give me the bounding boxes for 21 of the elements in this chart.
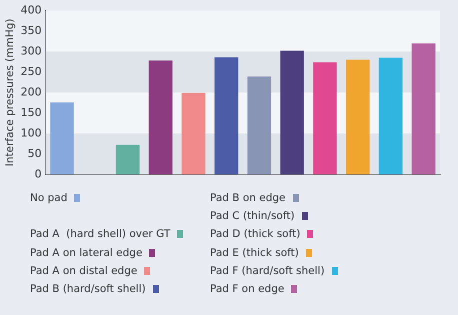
y-tick-label: 300 [20, 44, 42, 58]
legend-label: No pad [30, 192, 68, 204]
y-tick-label: 0 [34, 167, 42, 180]
y-tick-label: 100 [20, 126, 42, 140]
y-tick-label: 150 [20, 106, 42, 119]
legend-label: Pad B (hard/soft shell) [30, 283, 146, 296]
y-axis-title: Interface pressures (mmHg) [4, 18, 16, 166]
legend-label: Pad A on lateral edge [30, 246, 142, 259]
legend-label: Pad F on edge [210, 283, 284, 296]
legend-label: Pad B on edge [210, 192, 286, 204]
legend-label: Pad F (hard/soft shell) [210, 264, 325, 277]
legend-label: Pad A (hard shell) over GT [30, 228, 170, 240]
y-tick-label: 350 [20, 24, 42, 37]
legend-label: Pad A on distal edge [30, 264, 138, 277]
legend-label: Pad D (thick soft) [210, 228, 300, 240]
legend-label: Pad C (thin/soft) [210, 210, 295, 222]
legend-label: Pad E (thick soft) [210, 246, 299, 259]
y-tick-label: 250 [20, 64, 42, 78]
y-tick-label: 200 [20, 85, 42, 98]
y-tick-label: 50 [28, 146, 42, 160]
y-tick-label: 400 [20, 3, 42, 16]
